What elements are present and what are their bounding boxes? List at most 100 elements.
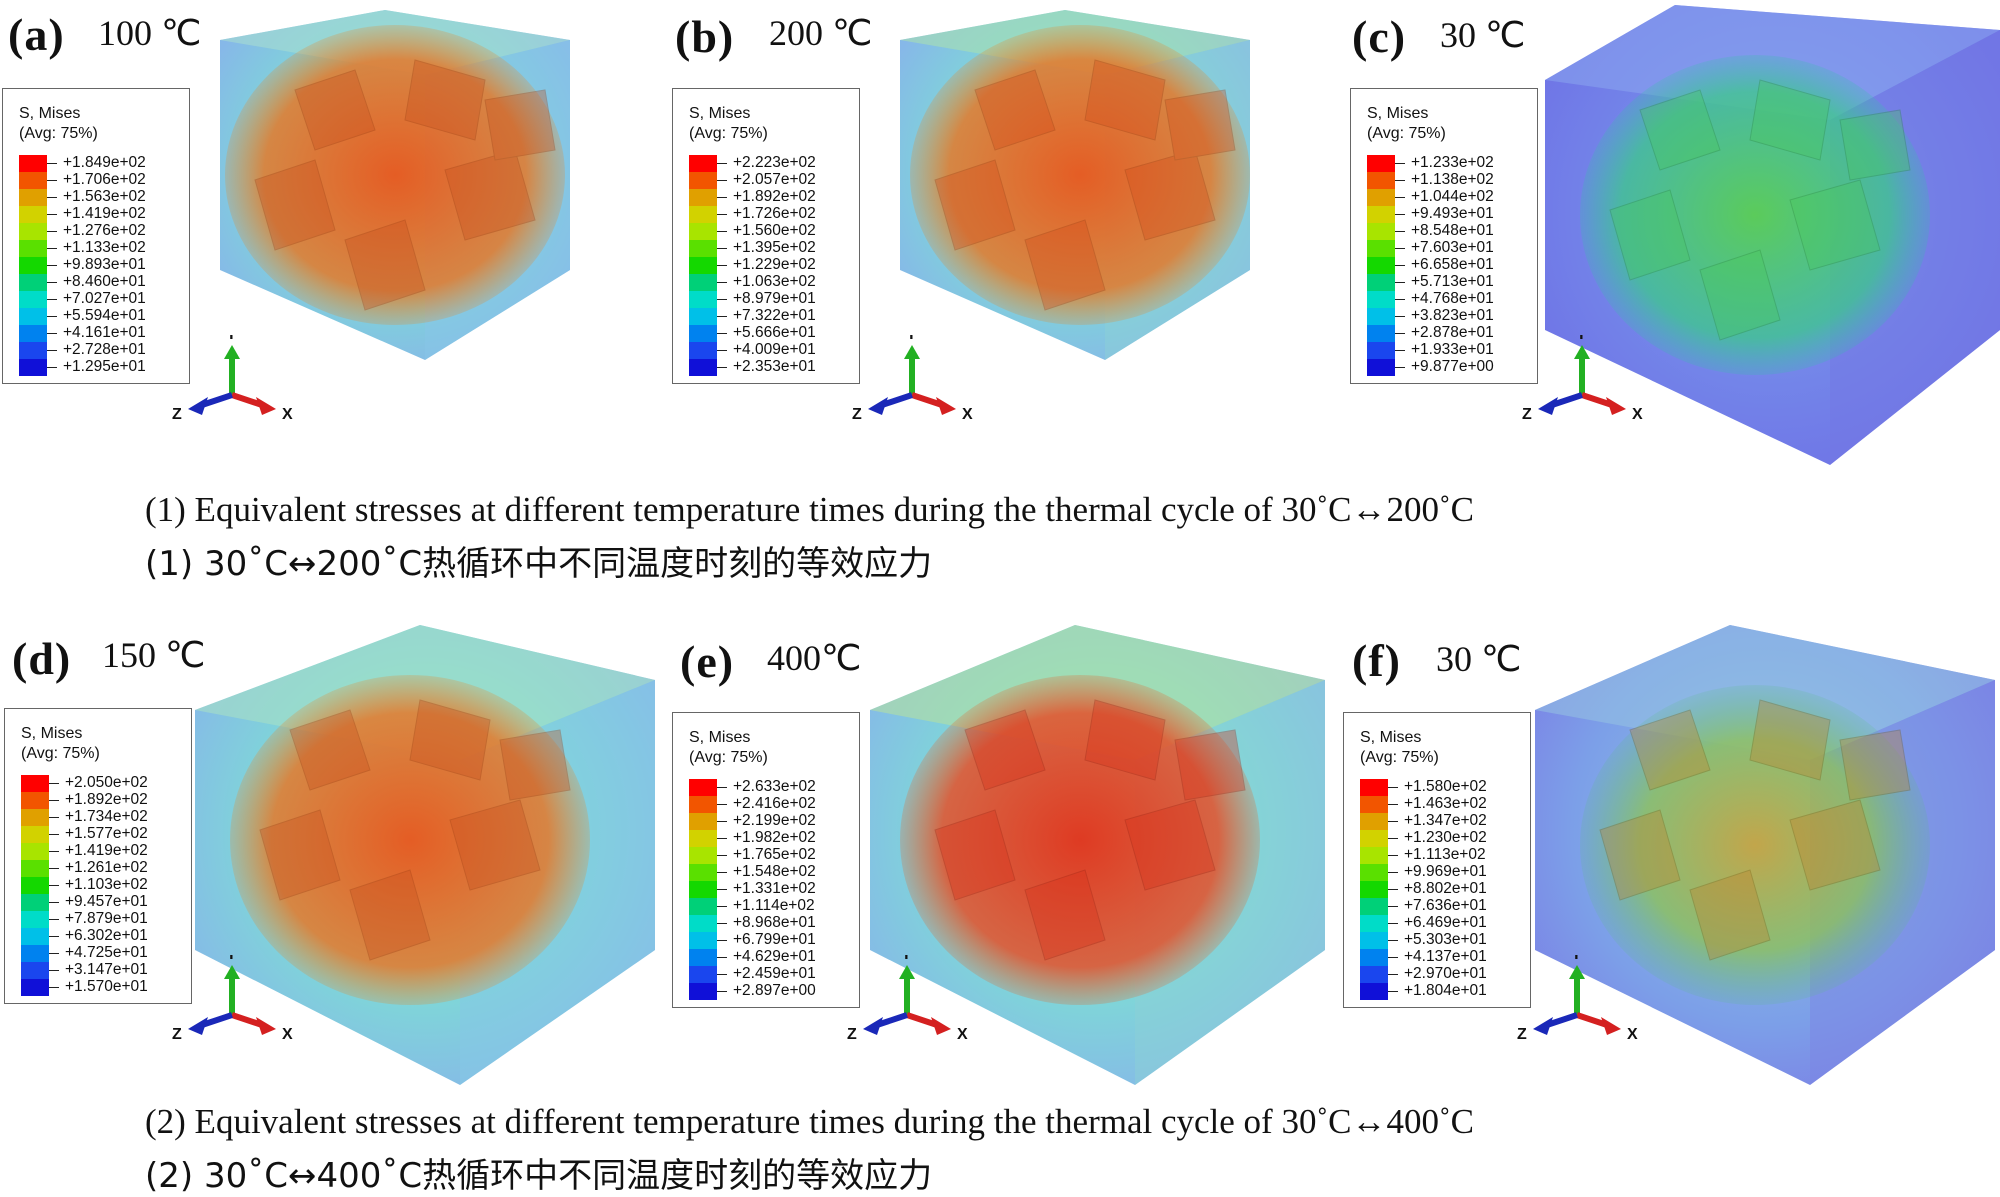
legend-tick <box>717 787 727 788</box>
legend-value: +1.580e+02 <box>1404 778 1487 795</box>
legend-value: +1.849e+02 <box>63 154 146 171</box>
y-axis-arrowhead <box>1574 345 1590 359</box>
legend-value: +2.459e+01 <box>733 965 816 982</box>
legend-tick <box>717 906 727 907</box>
legend-color-swatch <box>19 274 47 291</box>
y-axis-label: Y <box>906 335 917 343</box>
legend-color-swatch <box>21 826 49 843</box>
legend-tick <box>717 214 727 215</box>
axis-triad: Y Z X <box>1522 335 1643 423</box>
x-axis-label: X <box>282 1026 293 1043</box>
panel-label: (c) <box>1352 11 1407 62</box>
x-axis-arrowhead <box>936 397 956 415</box>
legend-value: +1.138e+02 <box>1411 171 1494 188</box>
legend-value: +1.113e+02 <box>1404 846 1486 863</box>
panel-a: (a) 100 ℃ S, Mises (Avg: 75%) +1.849e+02 +1… <box>0 0 660 470</box>
legend-value: +4.725e+01 <box>65 944 148 961</box>
z-axis-label: Z <box>847 1026 857 1043</box>
legend-value: +1.892e+02 <box>65 791 148 808</box>
legend-tick <box>1395 197 1405 198</box>
legend-color-swatch <box>1367 172 1395 189</box>
legend-value: +6.469e+01 <box>1404 914 1487 931</box>
legend-tick <box>717 974 727 975</box>
legend-tick <box>717 889 727 890</box>
legend-color-swatch <box>689 966 717 983</box>
z-axis-arrowhead <box>1538 397 1558 415</box>
legend-value: +1.133e+02 <box>63 239 146 256</box>
legend-color-swatch <box>689 359 717 376</box>
legend-value: +1.347e+02 <box>1404 812 1487 829</box>
legend-color-swatch <box>1360 847 1388 864</box>
y-axis-label: Y <box>1571 955 1582 963</box>
legend-color-swatch <box>689 274 717 291</box>
legend-tick <box>717 838 727 839</box>
legend-color-swatch <box>21 962 49 979</box>
legend-title: S, Mises <box>21 725 83 742</box>
stress-legend: S, Mises (Avg: 75%) +1.233e+02 +1.138e+02 +1… <box>1350 88 1538 384</box>
legend-color-swatch <box>1360 932 1388 949</box>
legend-color-swatch <box>1367 359 1395 376</box>
legend-value: +2.633e+02 <box>733 778 816 795</box>
legend-tick <box>47 180 57 181</box>
legend-title: S, Mises <box>689 729 751 746</box>
legend-color-swatch <box>1367 189 1395 206</box>
legend-color-swatch <box>19 342 47 359</box>
legend-tick <box>717 350 727 351</box>
legend-tick <box>1388 991 1398 992</box>
legend-color-swatch <box>19 223 47 240</box>
legend-tick <box>49 851 59 852</box>
legend-color-swatch <box>689 830 717 847</box>
legend-color-swatch <box>1367 206 1395 223</box>
stress-legend: S, Mises (Avg: 75%) +2.223e+02 +2.057e+02 +1… <box>672 88 860 384</box>
legend-tick <box>717 804 727 805</box>
panel-label: (a) <box>8 9 65 60</box>
legend-color-swatch <box>21 775 49 792</box>
legend-value: +1.734e+02 <box>65 808 148 825</box>
legend-title: S, Mises <box>1360 729 1422 746</box>
x-axis-label: X <box>1627 1026 1638 1043</box>
x-axis-arrowhead <box>256 1017 276 1035</box>
axis-triad: Y Z X <box>1517 955 1638 1043</box>
x-axis-arrow <box>231 392 263 408</box>
legend-tick <box>717 248 727 249</box>
legend-color-swatch <box>1360 915 1388 932</box>
legend-value: +9.893e+01 <box>63 256 146 273</box>
legend-color-swatch <box>21 945 49 962</box>
legend-subtitle: (Avg: 75%) <box>689 125 768 142</box>
legend-tick <box>1388 872 1398 873</box>
legend-color-swatch <box>1360 813 1388 830</box>
z-axis-arrow <box>876 1012 908 1028</box>
legend-value: +4.009e+01 <box>733 341 816 358</box>
y-axis-label: Y <box>226 335 237 343</box>
x-axis-arrow <box>911 392 943 408</box>
legend-value: +4.137e+01 <box>1404 948 1487 965</box>
legend-value: +8.548e+01 <box>1411 222 1494 239</box>
legend-value: +1.419e+02 <box>65 842 148 859</box>
legend-color-swatch <box>689 342 717 359</box>
legend-tick <box>717 231 727 232</box>
legend-tick <box>49 953 59 954</box>
legend-color-swatch <box>19 240 47 257</box>
panel-label: (b) <box>675 11 735 62</box>
caption-row1-english: (1) Equivalent stresses at different tem… <box>145 490 1474 529</box>
temperature-label: 150 ℃ <box>102 635 206 675</box>
legend-tick <box>1395 180 1405 181</box>
legend-color-swatch <box>21 911 49 928</box>
legend-color-swatch <box>1360 881 1388 898</box>
legend-color-swatch <box>19 359 47 376</box>
legend-title: S, Mises <box>19 105 81 122</box>
legend-tick <box>717 197 727 198</box>
axis-triad: Y Z X <box>172 335 293 423</box>
z-axis-label: Z <box>172 1026 182 1043</box>
y-axis-label: Y <box>901 955 912 963</box>
legend-value: +1.563e+02 <box>63 188 146 205</box>
stress-cube-render <box>1545 5 2000 465</box>
legend-color-swatch <box>1367 291 1395 308</box>
legend-value: +1.726e+02 <box>733 205 816 222</box>
legend-color-swatch <box>689 796 717 813</box>
legend-value: +1.114e+02 <box>733 897 815 914</box>
legend-tick <box>1388 838 1398 839</box>
z-axis-arrow <box>1546 1012 1578 1028</box>
legend-tick <box>717 316 727 317</box>
legend-value: +1.570e+01 <box>65 978 148 995</box>
